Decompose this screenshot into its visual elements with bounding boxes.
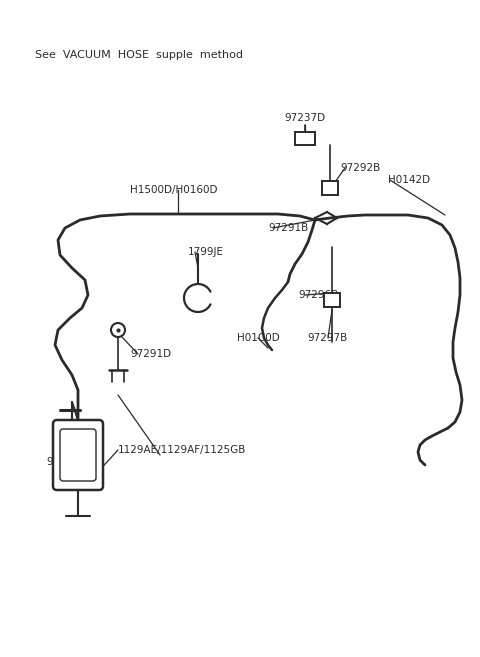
Text: 97291B: 97291B [268, 223, 308, 233]
Text: H0142D: H0142D [388, 175, 430, 185]
Text: H01C0D: H01C0D [237, 333, 279, 343]
FancyBboxPatch shape [53, 420, 103, 490]
Text: 97385A: 97385A [46, 457, 86, 467]
Text: See  VACUUM  HOSE  supple  method: See VACUUM HOSE supple method [35, 50, 243, 60]
Text: 97297B: 97297B [308, 333, 348, 343]
FancyBboxPatch shape [60, 429, 96, 481]
Text: 97292B: 97292B [340, 163, 380, 173]
FancyBboxPatch shape [322, 181, 338, 195]
Text: 97291D: 97291D [130, 349, 171, 359]
FancyBboxPatch shape [324, 293, 340, 307]
Text: H1500D/H0160D: H1500D/H0160D [130, 185, 217, 195]
Text: 1799JE: 1799JE [188, 247, 224, 257]
Text: 97296B: 97296B [298, 290, 338, 300]
Text: 1129AE/1129AF/1125GB: 1129AE/1129AF/1125GB [118, 445, 246, 455]
FancyBboxPatch shape [295, 132, 315, 145]
Text: 97237D: 97237D [285, 113, 325, 123]
